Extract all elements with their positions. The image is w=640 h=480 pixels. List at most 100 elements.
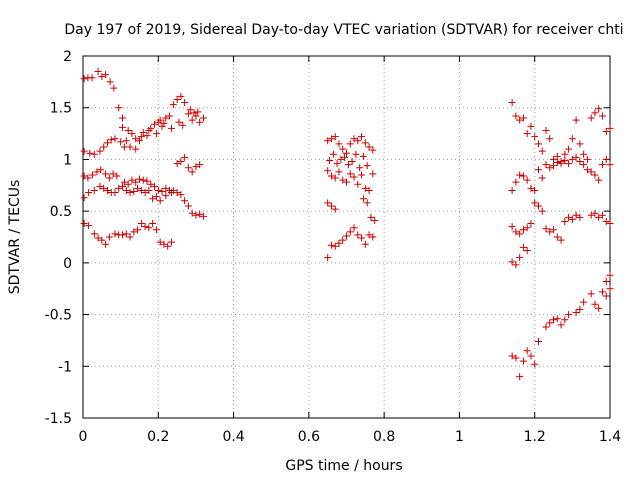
- data-point: [329, 150, 337, 158]
- data-point: [162, 114, 170, 122]
- y-tick-label: -0.5: [45, 308, 72, 324]
- data-point: [156, 116, 164, 124]
- data-point: [151, 182, 159, 190]
- data-point: [542, 323, 550, 331]
- data-point: [98, 73, 106, 81]
- x-tick-label: 1: [455, 429, 464, 445]
- data-point: [160, 240, 168, 248]
- data-point: [86, 149, 94, 157]
- data-point: [602, 292, 610, 300]
- data-point: [568, 215, 576, 223]
- data-point: [354, 137, 362, 145]
- data-point: [587, 168, 595, 176]
- data-point: [361, 184, 369, 192]
- data-point: [135, 137, 143, 145]
- data-point: [367, 213, 375, 221]
- data-point: [550, 162, 558, 170]
- data-point: [94, 234, 102, 242]
- data-point: [519, 226, 527, 234]
- data-point: [331, 133, 339, 141]
- data-point: [196, 210, 204, 218]
- data-point: [557, 236, 565, 244]
- data-point: [181, 197, 189, 205]
- y-tick-label: 2: [63, 49, 72, 65]
- data-point: [143, 177, 151, 185]
- data-point: [132, 178, 140, 186]
- data-point: [572, 116, 580, 124]
- data-point: [126, 143, 134, 151]
- chart-title: Day 197 of 2019, Sidereal Day-to-day VTE…: [64, 22, 623, 38]
- data-point: [369, 170, 377, 178]
- data-point: [162, 184, 170, 192]
- data-point: [152, 193, 160, 201]
- data-point: [160, 119, 168, 127]
- data-point: [350, 224, 358, 232]
- data-point: [516, 230, 524, 238]
- data-point: [119, 231, 127, 239]
- data-point: [105, 233, 113, 241]
- data-point: [88, 74, 96, 82]
- data-point: [361, 240, 369, 248]
- data-point: [523, 176, 531, 184]
- data-point: [188, 209, 196, 217]
- data-point: [516, 254, 524, 262]
- data-point: [580, 298, 588, 306]
- data-point: [348, 157, 356, 165]
- data-points: [80, 68, 614, 381]
- data-point: [80, 194, 88, 202]
- data-point: [181, 153, 189, 161]
- data-point: [542, 161, 550, 169]
- data-point: [80, 172, 88, 180]
- data-point: [561, 156, 569, 164]
- data-point: [595, 105, 603, 113]
- data-point: [359, 152, 367, 160]
- data-point: [565, 160, 573, 168]
- data-point: [587, 211, 595, 219]
- data-point: [94, 68, 102, 76]
- data-point: [512, 261, 520, 269]
- data-point: [166, 112, 174, 120]
- y-tick-label: 0: [63, 256, 72, 272]
- data-point: [516, 373, 524, 381]
- data-point: [139, 176, 147, 184]
- data-point: [111, 135, 119, 143]
- data-point: [327, 202, 335, 210]
- data-point: [523, 224, 531, 232]
- data-point: [327, 135, 335, 143]
- data-point: [110, 84, 118, 92]
- data-point: [327, 172, 335, 180]
- data-point: [587, 114, 595, 122]
- data-point: [519, 357, 527, 365]
- data-point: [88, 171, 96, 179]
- data-point: [550, 316, 558, 324]
- data-point: [90, 230, 98, 238]
- data-point: [598, 112, 606, 120]
- data-point: [181, 99, 189, 107]
- data-point: [145, 224, 153, 232]
- data-point: [154, 186, 162, 194]
- data-point: [109, 170, 117, 178]
- data-point: [177, 157, 185, 165]
- data-point: [130, 187, 138, 195]
- data-point: [363, 162, 371, 170]
- data-point: [602, 277, 610, 285]
- data-point: [553, 159, 561, 167]
- data-point: [512, 228, 520, 236]
- data-point: [354, 231, 362, 239]
- data-point: [177, 92, 185, 100]
- data-point: [583, 155, 591, 163]
- data-point: [119, 114, 127, 122]
- data-point: [137, 220, 145, 228]
- data-point: [508, 99, 516, 107]
- data-point: [365, 143, 373, 151]
- data-point: [124, 180, 132, 188]
- data-point: [344, 161, 352, 169]
- data-point: [572, 153, 580, 161]
- data-point: [80, 75, 88, 83]
- data-point: [534, 166, 542, 174]
- data-point: [115, 184, 123, 192]
- data-point: [149, 220, 157, 228]
- data-point: [80, 147, 88, 155]
- data-point: [527, 220, 535, 228]
- data-point: [194, 108, 202, 116]
